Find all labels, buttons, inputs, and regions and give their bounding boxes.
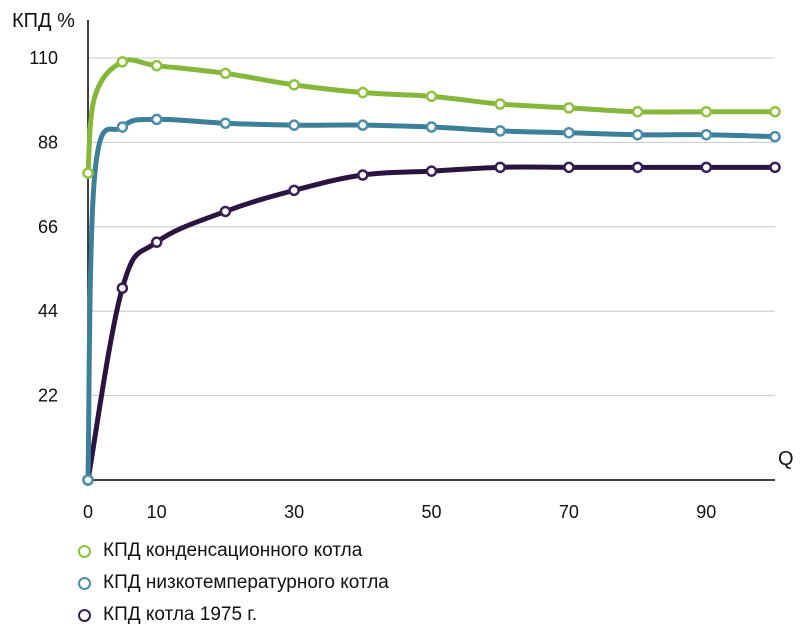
- legend-marker-icon: [78, 608, 91, 622]
- data-point: [425, 90, 438, 103]
- legend-label: КПД конденсационного котла: [103, 540, 363, 561]
- data-point: [631, 161, 644, 174]
- y-tick-label: 22: [38, 386, 58, 406]
- data-point: [357, 169, 369, 181]
- data-point: [769, 105, 781, 118]
- data-point: [357, 119, 369, 131]
- data-point: [769, 161, 781, 174]
- data-point: [494, 125, 506, 137]
- legend-item-low-temperature: КПД низкотемпературного котла: [78, 568, 389, 598]
- legend-marker-icon: [78, 576, 91, 590]
- data-point: [219, 205, 232, 218]
- data-point: [563, 127, 575, 139]
- data-point: [700, 105, 713, 118]
- data-point: [116, 56, 129, 68]
- data-point: [150, 236, 163, 248]
- data-point: [288, 184, 300, 197]
- data-point: [631, 128, 644, 141]
- legend-label: КПД низкотемпературного котла: [103, 572, 389, 593]
- data-point: [288, 119, 300, 131]
- x-tick-label: 0: [83, 502, 93, 522]
- legend-item-1975: КПД котла 1975 г.: [78, 600, 389, 630]
- series-markers: [82, 56, 781, 486]
- axes: [87, 20, 775, 481]
- data-point: [494, 161, 506, 174]
- data-point: [116, 121, 129, 133]
- x-tick-label: 90: [696, 502, 716, 522]
- legend-label: КПД котла 1975 г.: [103, 604, 258, 625]
- data-point: [82, 474, 94, 486]
- data-point: [563, 102, 575, 114]
- y-tick-label: 110: [29, 48, 58, 68]
- x-tick-label: 30: [284, 502, 304, 522]
- data-point: [116, 282, 129, 294]
- data-point: [631, 105, 644, 118]
- data-point: [288, 79, 300, 91]
- y-tick-label: 88: [38, 132, 58, 152]
- x-axis-label: Q: [778, 448, 794, 470]
- legend-marker-icon: [78, 544, 91, 558]
- data-point: [219, 117, 232, 129]
- legend: КПД конденсационного котла КПД низкотемп…: [78, 536, 389, 632]
- data-point: [425, 165, 438, 177]
- x-tick-label: 10: [147, 502, 167, 522]
- x-tick-label: 50: [421, 502, 441, 522]
- data-point: [563, 161, 575, 174]
- data-point: [150, 59, 163, 72]
- series-line: [85, 57, 778, 176]
- y-axis-label: КПД %: [12, 10, 75, 32]
- series-line: [85, 164, 778, 483]
- y-tick-label: 44: [38, 301, 58, 321]
- data-point: [82, 167, 94, 179]
- data-point: [357, 86, 369, 99]
- data-point: [494, 98, 506, 110]
- data-point: [700, 128, 713, 141]
- data-point: [700, 161, 713, 174]
- tick-labels: 22 44 66 88 110 0 10 30 50 70 90: [29, 48, 716, 522]
- y-tick-label: 66: [38, 217, 58, 237]
- grid-lines: [88, 57, 775, 397]
- data-point: [425, 121, 438, 133]
- data-point: [219, 67, 232, 80]
- x-tick-label: 70: [559, 502, 579, 522]
- data-point: [769, 130, 781, 143]
- data-point: [150, 113, 163, 126]
- legend-item-condensing: КПД конденсационного котла: [78, 536, 389, 566]
